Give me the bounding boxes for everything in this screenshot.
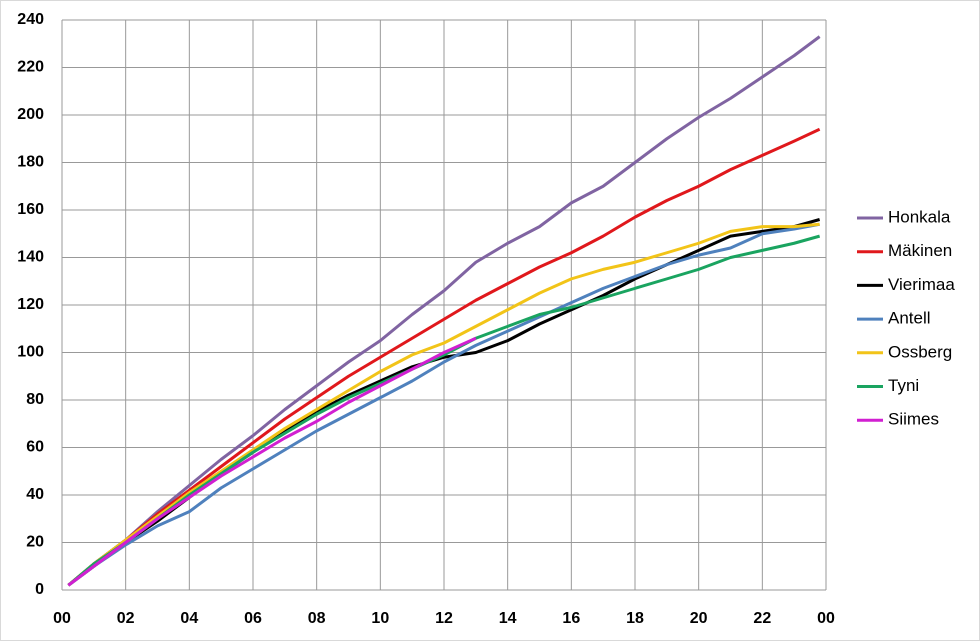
y-tick-label: 0 [35, 581, 44, 598]
y-tick-label: 60 [26, 439, 44, 456]
x-tick-label: 00 [53, 610, 71, 627]
x-tick-label: 22 [753, 610, 771, 627]
legend-label: Mäkinen [888, 241, 952, 260]
legend-label: Honkala [888, 207, 951, 226]
y-tick-label: 140 [17, 249, 44, 266]
x-tick-label: 08 [308, 610, 326, 627]
x-tick-label: 16 [562, 610, 580, 627]
x-tick-label: 18 [626, 610, 644, 627]
legend-label: Siimes [888, 410, 939, 429]
series-line [67, 336, 477, 587]
x-tick-label: 00 [817, 610, 835, 627]
y-tick-label: 240 [17, 11, 44, 28]
series-line [67, 222, 820, 587]
y-tick-label: 40 [26, 486, 44, 503]
x-tick-label: 14 [499, 610, 517, 627]
legend-label: Antell [888, 309, 931, 328]
series-line [67, 222, 820, 587]
y-tick-label: 80 [26, 391, 44, 408]
series-line [67, 35, 821, 587]
legend-label: Ossberg [888, 342, 952, 361]
x-tick-label: 12 [435, 610, 453, 627]
y-tick-label: 160 [17, 201, 44, 218]
legend-label: Tyni [888, 376, 919, 395]
x-tick-label: 10 [371, 610, 389, 627]
y-tick-label: 120 [17, 296, 44, 313]
y-tick-label: 100 [17, 344, 44, 361]
x-tick-label: 02 [117, 610, 135, 627]
legend-label: Vierimaa [888, 275, 955, 294]
y-tick-label: 20 [26, 534, 44, 551]
x-tick-label: 04 [180, 610, 198, 627]
y-tick-label: 180 [17, 154, 44, 171]
series-line [67, 127, 821, 587]
y-tick-label: 220 [17, 59, 44, 76]
series-line [67, 234, 821, 587]
x-tick-label: 06 [244, 610, 262, 627]
y-tick-label: 200 [17, 106, 44, 123]
x-tick-label: 20 [690, 610, 708, 627]
